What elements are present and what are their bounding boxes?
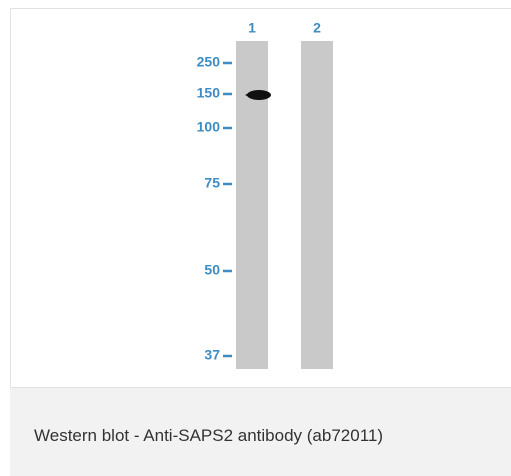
marker-label: 50	[204, 262, 220, 278]
marker-label: 100	[197, 119, 221, 135]
lane-label: 2	[313, 20, 321, 36]
lane-label: 1	[248, 20, 256, 36]
page: 1 2 250 150 100 75 50 37 Western blot - Anti-SA…	[0, 0, 511, 476]
blot-image: 1 2 250 150 100 75 50 37	[10, 8, 511, 388]
blot: 1 2 250 150 100 75 50 37	[11, 9, 510, 387]
lane	[236, 41, 268, 369]
marker-label: 150	[197, 85, 221, 101]
marker-label: 37	[204, 347, 220, 363]
lane	[301, 41, 333, 369]
marker-label: 75	[204, 175, 220, 191]
caption: Western blot - Anti-SAPS2 antibody (ab72…	[34, 426, 383, 446]
marker-label: 250	[197, 54, 221, 70]
caption-bar: Western blot - Anti-SAPS2 antibody (ab72…	[10, 388, 511, 476]
